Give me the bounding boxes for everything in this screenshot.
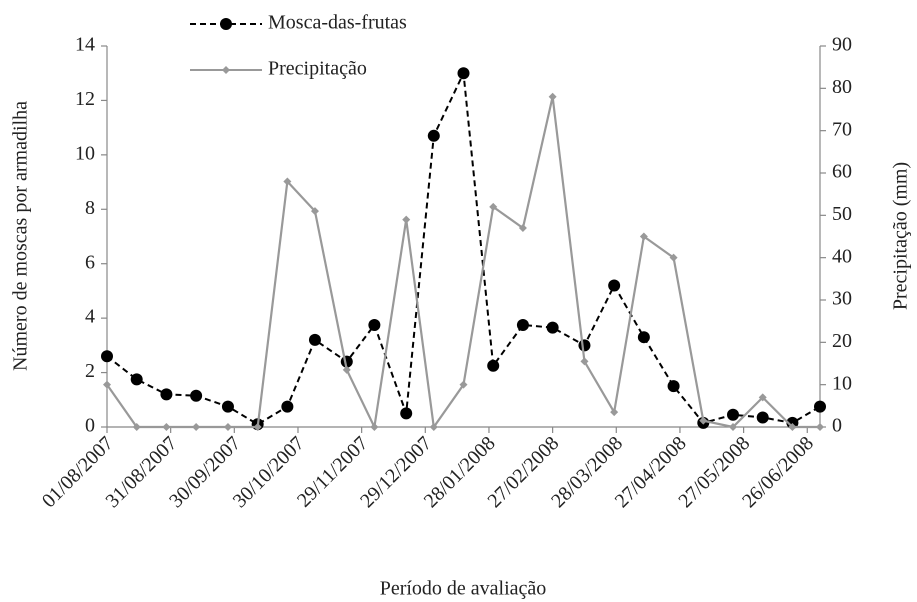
- point: [223, 423, 232, 431]
- y2-tick-label: 30: [832, 288, 852, 310]
- y2-tick-label: 20: [832, 330, 852, 352]
- legend-label: Precipitação: [268, 58, 367, 80]
- y-tick-label: 0: [85, 415, 95, 437]
- y-tick-label: 12: [75, 88, 95, 110]
- point: [580, 357, 589, 366]
- point: [281, 400, 294, 413]
- point: [608, 279, 621, 292]
- point: [400, 407, 413, 420]
- y-tick-label: 6: [85, 251, 95, 273]
- point: [637, 331, 650, 344]
- x-axis-title: Período de avaliação: [380, 578, 547, 600]
- point: [728, 423, 737, 431]
- legend-label: Mosca-das-frutas: [268, 12, 407, 34]
- series-line: [106, 96, 820, 431]
- point: [457, 67, 470, 80]
- point: [548, 92, 557, 101]
- point: [130, 373, 143, 386]
- point: [516, 318, 529, 331]
- point: [756, 411, 769, 424]
- point: [459, 380, 468, 389]
- point: [546, 321, 559, 334]
- point: [368, 318, 381, 331]
- point: [699, 416, 708, 425]
- point: [162, 423, 171, 431]
- y2-tick-label: 70: [832, 118, 852, 140]
- point: [639, 232, 648, 241]
- point: [487, 359, 500, 372]
- point: [190, 389, 203, 402]
- point: [308, 333, 321, 346]
- point: [342, 365, 351, 374]
- y-tick-label: 8: [85, 197, 95, 219]
- point: [101, 350, 113, 363]
- legend-marker: [222, 66, 230, 74]
- y2-tick-label: 80: [832, 76, 852, 98]
- point: [132, 423, 141, 431]
- y-tick-label: 10: [75, 142, 95, 164]
- point: [578, 339, 591, 352]
- point: [402, 215, 411, 224]
- point: [253, 423, 262, 431]
- point: [758, 393, 767, 402]
- point: [160, 388, 173, 401]
- point: [283, 177, 292, 186]
- series-line: [106, 69, 821, 426]
- point: [814, 400, 826, 413]
- point: [667, 380, 680, 393]
- y2-tick-label: 0: [832, 415, 842, 437]
- point: [429, 423, 438, 431]
- point: [669, 253, 678, 262]
- point: [610, 408, 619, 417]
- point: [221, 400, 234, 413]
- point: [192, 423, 201, 431]
- y-tick-label: 2: [85, 360, 95, 382]
- y-tick-label: 14: [75, 34, 95, 56]
- point: [370, 423, 379, 431]
- point: [726, 408, 739, 421]
- point: [788, 423, 797, 431]
- y2-tick-label: 90: [832, 34, 852, 56]
- legend-marker: [220, 18, 232, 30]
- point: [518, 224, 527, 233]
- y2-tick-label: 10: [832, 372, 852, 394]
- y2-axis-title: Precipitação (mm): [890, 162, 912, 310]
- y2-tick-label: 60: [832, 161, 852, 183]
- y2-tick-label: 40: [832, 245, 852, 267]
- point: [310, 207, 319, 216]
- y2-tick-label: 50: [832, 203, 852, 225]
- y-axis-title: Número de moscas por armadilha: [10, 101, 32, 371]
- point: [816, 423, 824, 431]
- point: [427, 129, 440, 142]
- point: [103, 380, 111, 389]
- point: [489, 202, 498, 211]
- y-tick-label: 4: [85, 306, 95, 328]
